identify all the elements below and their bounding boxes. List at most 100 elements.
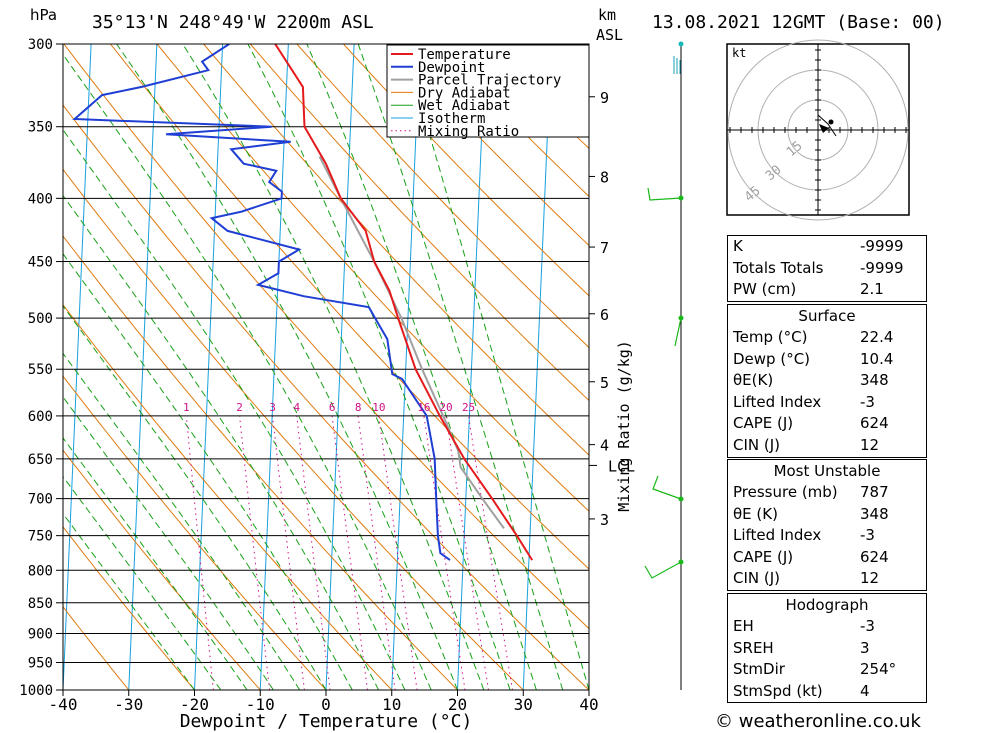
legend-item: Temperature — [418, 47, 511, 63]
stat-value: 12 — [860, 435, 880, 454]
temperature-tick-label: 40 — [579, 695, 598, 714]
stat-value: -3 — [860, 617, 875, 635]
most-unstable-table: Most Unstable Pressure (mb) 787 θE (K) 348 Li… — [727, 459, 927, 591]
hodograph-table: Hodograph EH -3 SREH 3 StmDir 254° StmSpd (kt) 4 — [727, 593, 927, 704]
stat-label: Pressure (mb) — [733, 483, 838, 501]
isotherm-line — [194, 44, 224, 690]
temperature-tick-label: 20 — [448, 695, 467, 714]
asl-label: ASL — [596, 26, 623, 44]
temperature-tick-label: -30 — [114, 695, 143, 714]
pressure-tick-label: 550 — [28, 362, 53, 378]
stat-row: CIN (J) 12 — [728, 435, 926, 457]
wind-top-dot — [678, 41, 684, 47]
temperature-line — [274, 44, 534, 561]
lcl-label: LCL — [608, 457, 635, 475]
wet-adiabat-line — [63, 512, 195, 690]
legend-item: Wet Adiabat — [418, 98, 511, 114]
stat-value: -3 — [860, 526, 875, 545]
stat-label: StmDir — [733, 660, 785, 679]
isotherm-line — [128, 44, 158, 690]
temperature-tick-label: 30 — [514, 695, 533, 714]
x-axis-title: Dewpoint / Temperature (°C) — [180, 711, 473, 732]
stat-value: 3 — [860, 638, 870, 657]
pressure-tick-label: 450 — [28, 255, 53, 271]
wet-adiabat-line — [116, 44, 458, 690]
mixing-ratio-line — [185, 415, 214, 690]
wind-barb-top — [673, 56, 681, 74]
stat-row: CAPE (J) 624 — [728, 413, 926, 435]
isotherm-line — [588, 678, 589, 690]
dewpoint-line — [72, 44, 451, 561]
stat-value: -9999 — [860, 237, 904, 255]
stat-value: 624 — [860, 547, 889, 566]
pressure-tick-label: 650 — [28, 452, 53, 468]
wind-dot — [678, 496, 684, 502]
stat-label: Totals Totals — [733, 258, 824, 277]
pressure-tick-label: 500 — [28, 311, 53, 327]
temperature-tick-label: -20 — [180, 695, 209, 714]
stat-row: Totals Totals -9999 — [728, 258, 926, 280]
pressure-tick-label: 950 — [28, 655, 53, 671]
dry-adiabat-line — [249, 44, 589, 402]
dry-adiabat-line — [63, 235, 458, 690]
stat-label: θE(K) — [733, 371, 774, 390]
wind-barb — [674, 317, 682, 347]
storm-motion-marker — [819, 124, 829, 133]
stat-value: 10.4 — [860, 349, 894, 368]
height-tick-label: 7 — [600, 239, 609, 257]
pressure-tick-label: 600 — [28, 409, 53, 425]
stat-label: StmSpd (kt) — [733, 681, 823, 700]
isotherm-line — [63, 44, 92, 690]
height-tick-label: 4 — [600, 437, 609, 455]
height-tick-label: 6 — [600, 306, 609, 324]
height-tick-label: 5 — [600, 374, 609, 392]
stat-label: Dewp (°C) — [733, 349, 811, 368]
mixing-ratio-label: 16 — [417, 401, 430, 414]
stat-label: θE (K) — [733, 504, 778, 523]
hodograph-point — [828, 119, 834, 125]
wind-barb — [647, 187, 682, 201]
mixing-ratio-line — [357, 415, 396, 690]
legend-item: Parcel Trajectory — [418, 73, 561, 89]
stat-row: StmDir 254° — [728, 659, 926, 681]
stat-row: Temp (°C) 22.4 — [728, 327, 926, 349]
surface-table: Surface Temp (°C) 22.4 Dewp (°C) 10.4 θE(K) 34… — [727, 304, 927, 458]
parcel-trajectory-line — [318, 156, 505, 529]
pressure-tick-label: 1000 — [19, 683, 53, 699]
wind-dot — [678, 315, 684, 321]
wind-barb — [644, 561, 682, 579]
stat-row: CIN (J) 12 — [728, 568, 926, 590]
stat-label: CIN (J) — [733, 569, 781, 588]
stat-value: 12 — [860, 569, 880, 588]
wet-adiabat-line — [63, 396, 274, 690]
legend-box — [386, 44, 590, 138]
plot-frame — [62, 43, 590, 691]
isotherm-line — [457, 44, 487, 690]
mixing-ratio-label: 3 — [269, 401, 276, 414]
stat-label: CAPE (J) — [733, 547, 794, 566]
pressure-tick-label: 400 — [28, 191, 53, 207]
mixing-ratio-labels: 1 2 3 4 6 8 10 16 20 25 — [183, 401, 475, 414]
isotherm-line — [259, 44, 289, 690]
stat-row: SREH 3 — [728, 638, 926, 660]
legend-item: Dewpoint — [418, 60, 485, 76]
copyright: © weatheronline.co.uk — [715, 711, 921, 732]
pressure-tick-label: 900 — [28, 626, 53, 642]
stat-value: 624 — [860, 414, 889, 433]
stat-row: Pressure (mb) 787 — [728, 482, 926, 504]
wet-adiabat-line — [402, 44, 589, 690]
stat-row: PW (cm) 2.1 — [728, 279, 926, 301]
stat-value: 254° — [860, 660, 897, 679]
stat-value: -3 — [860, 392, 875, 411]
wind-dot — [678, 195, 684, 201]
dry-adiabat-line — [63, 526, 195, 690]
stat-row: CAPE (J) 624 — [728, 547, 926, 569]
pressure-tick-label: 700 — [28, 492, 53, 508]
height-tick-label: 9 — [600, 89, 609, 107]
wet-adiabat-line — [357, 44, 564, 690]
stat-label: CIN (J) — [733, 435, 781, 454]
wet-adiabat-line — [63, 194, 380, 690]
mixing-ratio-line — [239, 415, 271, 690]
stat-label: Lifted Index — [733, 392, 822, 411]
